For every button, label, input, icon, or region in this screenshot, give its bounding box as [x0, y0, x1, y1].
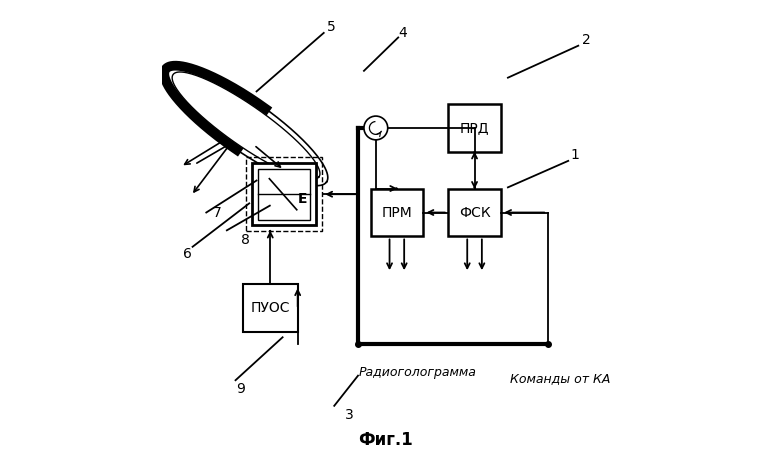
Text: 9: 9: [236, 383, 245, 396]
Text: E: E: [297, 192, 307, 206]
Text: ПРД: ПРД: [459, 121, 489, 135]
Text: 7: 7: [214, 206, 222, 219]
Text: ФСК: ФСК: [459, 206, 491, 219]
FancyBboxPatch shape: [448, 104, 501, 152]
Text: 3: 3: [345, 408, 353, 422]
FancyBboxPatch shape: [448, 188, 501, 237]
Text: ПРМ: ПРМ: [381, 206, 412, 219]
Text: 1: 1: [571, 149, 580, 162]
Text: 6: 6: [183, 247, 192, 260]
Text: 2: 2: [582, 33, 591, 47]
FancyBboxPatch shape: [258, 169, 310, 220]
Text: ПУОС: ПУОС: [250, 302, 290, 315]
Text: 5: 5: [327, 21, 336, 34]
FancyBboxPatch shape: [253, 164, 315, 225]
Text: 8: 8: [241, 233, 250, 247]
Text: Фиг.1: Фиг.1: [358, 430, 413, 449]
Text: Команды от КА: Команды от КА: [510, 372, 610, 385]
Text: Радиоголограмма: Радиоголограмма: [359, 366, 477, 379]
FancyBboxPatch shape: [243, 284, 298, 333]
Text: 4: 4: [399, 26, 407, 40]
Circle shape: [364, 116, 388, 140]
FancyBboxPatch shape: [370, 188, 423, 237]
